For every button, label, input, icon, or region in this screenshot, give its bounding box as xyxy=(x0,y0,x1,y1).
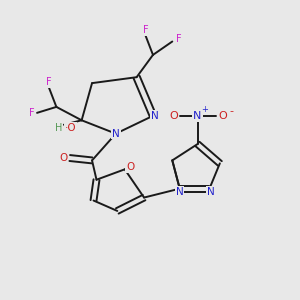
Text: ·O: ·O xyxy=(65,123,76,133)
Text: N: N xyxy=(207,187,215,197)
Text: N: N xyxy=(194,111,202,121)
Text: O: O xyxy=(59,153,67,163)
Text: +: + xyxy=(201,105,208,114)
Text: N: N xyxy=(176,187,184,197)
Text: H: H xyxy=(55,123,62,133)
Text: F: F xyxy=(46,77,52,87)
Text: N: N xyxy=(112,129,120,139)
Text: O: O xyxy=(126,162,134,172)
Text: O: O xyxy=(218,111,227,121)
Text: F: F xyxy=(143,25,148,35)
Text: F: F xyxy=(29,108,34,118)
Text: -: - xyxy=(230,106,234,116)
Text: O: O xyxy=(169,111,178,121)
Text: F: F xyxy=(176,34,182,44)
Text: N: N xyxy=(151,111,158,121)
